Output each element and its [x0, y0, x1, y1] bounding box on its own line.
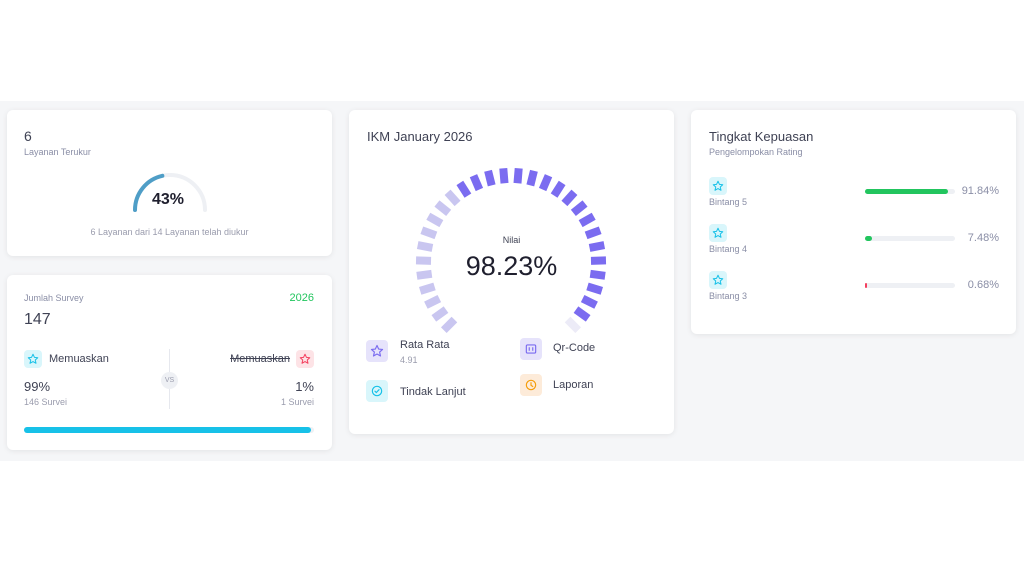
- gauge-segment: [550, 180, 566, 198]
- layanan-card: 6 Layanan Terukur 43% 6 Layanan dari 14 …: [7, 110, 332, 256]
- rating-bar: [865, 189, 955, 194]
- gauge-segment: [424, 294, 442, 309]
- star-icon: [296, 350, 314, 368]
- qr-code-link[interactable]: Qr-Code: [553, 342, 596, 354]
- gauge-segment: [420, 226, 438, 240]
- star-icon: [366, 340, 388, 362]
- gauge-segment: [580, 294, 598, 309]
- qr-code-icon[interactable]: [520, 338, 542, 360]
- survey-label: Jumlah Survey: [24, 293, 84, 303]
- gauge-segment: [586, 282, 603, 295]
- survey-vs-badge: VS: [161, 372, 178, 389]
- gauge-segment: [564, 316, 582, 334]
- ikm-title: IKM January 2026: [367, 129, 473, 144]
- gauge-segment: [570, 200, 588, 216]
- survey-progress: [24, 427, 314, 433]
- laporan-link[interactable]: Laporan: [553, 379, 594, 391]
- survey-card: Jumlah Survey 2026 147 Memuaskan Memuask…: [7, 275, 332, 450]
- layanan-count: 6: [24, 128, 32, 144]
- gauge-segment: [538, 174, 553, 192]
- gauge-segment: [416, 241, 434, 252]
- rating-bar: [865, 283, 955, 288]
- gauge-segment: [588, 241, 606, 252]
- rating-bar-fill: [865, 189, 948, 194]
- gauge-segment: [431, 306, 449, 322]
- rating-percent: 7.48%: [967, 232, 999, 244]
- ikm-rata-label: Rata Rata: [400, 339, 450, 351]
- gauge-segment: [561, 189, 578, 207]
- survey-right-label: Memuaskan: [230, 353, 290, 365]
- gauge-segment: [469, 174, 484, 192]
- star-icon: [24, 350, 42, 368]
- gauge-segment: [434, 200, 452, 216]
- layanan-gauge-arc: [133, 173, 165, 212]
- ikm-card: IKM January 2026 Nilai 98.23% Rata Rata …: [349, 110, 674, 434]
- rating-percent: 0.68%: [967, 279, 999, 291]
- gauge-segment: [444, 189, 461, 207]
- rating-bar-fill: [865, 236, 872, 241]
- survey-left-label: Memuaskan: [49, 353, 109, 365]
- star-icon: [709, 224, 727, 242]
- rating-label: Bintang 3: [709, 291, 748, 301]
- gauge-segment: [526, 169, 538, 187]
- gauge-segment: [456, 180, 472, 198]
- gauge-segment: [416, 269, 433, 280]
- ikm-rata-value: 4.91: [400, 355, 418, 365]
- survey-progress-fill: [24, 427, 312, 433]
- rating-label: Bintang 5: [709, 197, 748, 207]
- survey-left-count: 146 Survei: [24, 397, 68, 407]
- gauge-segment: [426, 212, 444, 228]
- gauge-segment: [499, 167, 509, 184]
- rating-label: Bintang 4: [709, 244, 748, 254]
- rating-percent: 91.84%: [961, 185, 999, 197]
- gauge-segment: [584, 226, 602, 240]
- survey-left-pct: 99%: [24, 379, 51, 394]
- gauge-segment: [419, 282, 436, 295]
- ikm-nilai-value: 98.23%: [465, 251, 558, 281]
- survey-right-count: 1 Survei: [280, 397, 314, 407]
- layanan-gauge: [133, 173, 207, 212]
- kepuasan-title: Tingkat Kepuasan: [709, 129, 814, 144]
- layanan-label: Layanan Terukur: [24, 147, 91, 157]
- star-icon: [709, 177, 727, 195]
- survey-right-pct: 1%: [295, 379, 314, 394]
- kepuasan-card: Tingkat Kepuasan Pengelompokan Rating Bi…: [691, 110, 1016, 334]
- gauge-segment: [589, 269, 606, 280]
- gauge-segment: [484, 169, 496, 187]
- rating-bar: [865, 236, 955, 241]
- tindak-lanjut-link[interactable]: Tindak Lanjut: [400, 386, 466, 398]
- survey-total: 147: [24, 311, 51, 328]
- gauge-segment: [440, 316, 458, 334]
- rating-bar-fill: [865, 283, 868, 288]
- layanan-caption: 6 Layanan dari 14 Layanan telah diukur: [90, 227, 249, 237]
- gauge-segment: [573, 306, 591, 322]
- kepuasan-subtitle: Pengelompokan Rating: [709, 147, 803, 157]
- gauge-segment: [578, 212, 596, 228]
- ikm-gauge: [415, 167, 607, 334]
- star-icon: [709, 271, 727, 289]
- check-circle-icon[interactable]: [366, 380, 388, 402]
- survey-year: 2026: [289, 292, 314, 304]
- ikm-nilai-label: Nilai: [502, 235, 521, 245]
- gauge-segment: [513, 167, 523, 184]
- layanan-percent: 43%: [151, 191, 185, 208]
- clock-icon[interactable]: [520, 374, 542, 396]
